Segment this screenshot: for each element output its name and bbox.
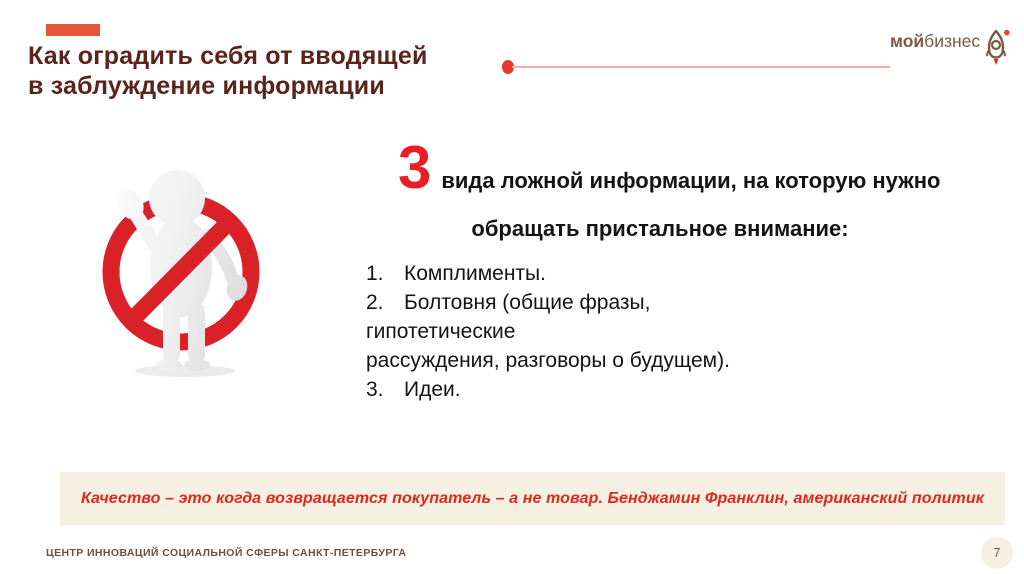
rocket-pin-icon [983,28,1010,71]
heading-line-2: обращать пристальное внимание: [471,216,849,241]
list-item-text: Комплименты. [404,262,546,285]
lead-line-1: 3 вида ложной информации, на которую нуж… [398,134,940,201]
list-item: 2. Болтовня (общие фразы, гипотетические … [366,288,798,375]
false-info-list: 1. Комплименты. 2. Болтовня (общие фразы, … [366,259,798,404]
logo-text-regular: бизнес [924,31,981,51]
big-number: 3 [398,134,432,201]
prohibition-figure-image [85,155,285,380]
moy-biznes-logo: мойбизнес [890,28,1010,71]
title-divider-line [512,66,890,68]
list-item-number: 2. [366,291,384,314]
quote-bar: Качество – это когда возвращается покупа… [60,472,1005,525]
accent-bar [46,24,100,36]
list-item-text: Болтовня (общие фразы, гипотетические ра… [366,291,730,372]
list-item: 1. Комплименты. [366,259,798,288]
slide-title: Как оградить себя от вводящей в заблужде… [28,42,428,100]
quote-text: Качество – это когда возвращается покупа… [81,489,984,507]
heading-line-1: вида ложной информации, на которую нужно [441,168,941,193]
list-item: 3. Идеи. [366,375,798,404]
logo-text-bold: мой [890,31,925,51]
logo-text: мойбизнес [890,31,980,51]
lead-block: 3 вида ложной информации, на которую нуж… [398,134,940,244]
page-number-badge: 7 [981,537,1013,569]
list-item-number: 3. [366,378,384,401]
list-item-text: Идеи. [404,378,461,401]
title-line-dot [502,60,514,74]
footer-organization: ЦЕНТР ИННОВАЦИЙ СОЦИАЛЬНОЙ СФЕРЫ САНКТ-П… [46,547,407,559]
list-item-number: 1. [366,262,384,285]
